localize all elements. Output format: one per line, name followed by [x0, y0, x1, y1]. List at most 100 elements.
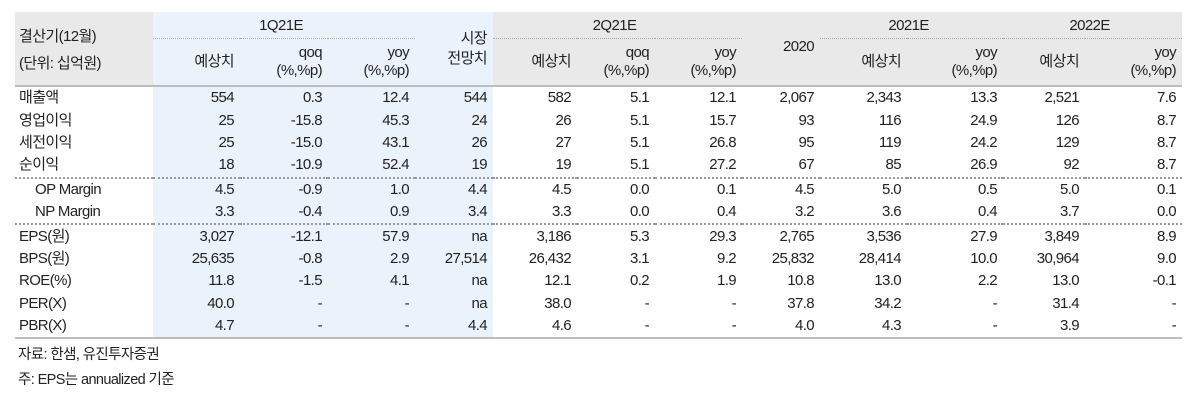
table-row: PER(X) 40.0- - na 38.0- -37.8 34.2-31.4-: [15, 292, 1182, 315]
unit-label: (단위: 십억원): [19, 54, 102, 72]
table-cell: 4.4: [415, 314, 494, 340]
footnotes: 자료: 한샘, 유진투자증권 주: EPS는 annualized 기준: [15, 343, 1182, 393]
table-cell: -15.8: [240, 109, 328, 132]
table-cell: 8.9: [1156, 227, 1177, 245]
subheader-yoy: yoy (%,%p): [328, 38, 416, 87]
table-cell: -: [328, 314, 416, 340]
table-cell: 24.9: [970, 111, 998, 129]
table-cell: 0.4: [655, 200, 743, 226]
subheader-estimate: 예상치: [493, 38, 578, 87]
table-cell: 5.0: [881, 180, 902, 198]
yoy-label: yoy: [387, 44, 410, 61]
subheader-estimate: 예상치: [153, 38, 240, 87]
source-note: 자료: 한샘, 유진투자증권: [18, 347, 160, 364]
row-label: 세전이익: [19, 133, 72, 151]
table-cell: 45.3: [328, 109, 416, 132]
table-cell: 26: [555, 111, 572, 129]
table-cell: 3,849: [1044, 227, 1080, 245]
subheader-qoq: qoq (%,%p): [240, 38, 328, 87]
table-cell: 26.8: [709, 133, 737, 151]
subheader-qoq: qoq (%,%p): [577, 38, 656, 87]
table-cell: 5.1: [577, 154, 656, 179]
yoy-label: (%,%p): [951, 62, 998, 79]
table-cell: 2,343: [866, 89, 902, 107]
table-cell: 0.9: [328, 200, 416, 226]
table-cell: -0.8: [240, 247, 328, 271]
earnings-table-container: 결산기(12월) (단위: 십억원) 1Q21E 시장 전망치 2Q21E 20…: [15, 12, 1183, 393]
subheader-estimate: 예상치: [1003, 38, 1086, 87]
table-cell: -: [577, 314, 656, 340]
table-cell: 3.3: [493, 200, 578, 226]
table-cell: 13.3: [970, 89, 998, 107]
table-cell: na: [415, 270, 494, 293]
header-market-consensus: 시장 전망치: [415, 12, 494, 87]
table-cell: 3.9: [1003, 314, 1086, 340]
table-cell: 1.0: [328, 177, 416, 201]
table-cell: -15.0: [240, 131, 328, 155]
table-cell: 129: [1055, 133, 1080, 151]
table-cell: 25: [153, 131, 240, 155]
table-row: 영업이익 25 -15.8 45.3 24 26 5.1 15.7 93 116 24.9 126 8.…: [15, 109, 1182, 132]
row-label: OP Margin: [35, 180, 102, 198]
table-cell: 28,414: [858, 249, 902, 267]
table-cell: -: [644, 294, 650, 312]
table-cell: 67: [742, 154, 821, 179]
table-cell: 27.2: [655, 154, 743, 179]
table-cell: 13.0: [1052, 272, 1080, 290]
group-2021e: 2021E: [820, 12, 1004, 39]
header-label: 결산기(12월) (단위: 십억원): [15, 12, 153, 87]
table-cell: 27,514: [415, 247, 494, 271]
row-label: 영업이익: [19, 111, 72, 129]
table-cell: 12.1: [709, 89, 737, 107]
table-cell: 4.5: [551, 180, 572, 198]
table-cell: 0.4: [907, 200, 1004, 226]
table-cell: 29.3: [709, 227, 737, 245]
table-cell: 3.6: [820, 200, 908, 226]
table-cell: 5.0: [1059, 180, 1080, 198]
table-cell: 38.0: [544, 294, 572, 312]
row-label: PER(X): [19, 294, 67, 312]
fiscal-period-label: 결산기(12월): [19, 27, 97, 45]
table-cell: 5.3: [629, 227, 650, 245]
table-cell: -: [992, 294, 998, 312]
table-cell: 8.7: [1156, 133, 1177, 151]
table-cell: 18: [153, 154, 240, 179]
table-cell: 19: [415, 154, 494, 179]
table-cell: 9.0: [1156, 249, 1177, 267]
table-cell: 8.7: [1085, 154, 1183, 179]
table-cell: 85: [820, 154, 908, 179]
qoq-label: qoq: [298, 44, 323, 61]
table-cell: 4.3: [820, 314, 908, 340]
yoy-label: (%,%p): [363, 62, 410, 79]
table-row: PBR(X) 4.7- -4.4 4.6- -4.0 4.3-3.9-: [15, 314, 1183, 340]
table-cell: -0.1: [1152, 272, 1177, 290]
table-row: 매출액 554 0.3 12.4 544 582 5.1 12.1 2,067 2,343 13.3…: [15, 86, 1182, 110]
qoq-label: qoq: [625, 44, 650, 61]
table-cell: 27: [555, 133, 572, 151]
table-cell: 3,027: [153, 224, 240, 248]
table-cell: 37.8: [787, 294, 815, 312]
table-cell: 10.8: [787, 272, 815, 290]
table-cell: 2,521: [1044, 89, 1080, 107]
table-cell: 0.0: [1085, 200, 1183, 226]
yoy-label: yoy: [714, 44, 737, 61]
row-label: EPS(원): [19, 227, 70, 245]
row-label: 순이익: [15, 154, 153, 179]
table-cell: 26,432: [528, 249, 572, 267]
table-cell: 5.1: [629, 89, 650, 107]
table-cell: 2,067: [779, 89, 815, 107]
row-label: PBR(X): [15, 314, 153, 340]
table-cell: -: [731, 294, 737, 312]
table-cell: 95: [798, 133, 815, 151]
subheader-estimate: 예상치: [820, 38, 908, 87]
table-cell: -0.4: [240, 200, 328, 226]
row-label: NP Margin: [15, 200, 153, 226]
table-cell: 0.3: [240, 86, 328, 110]
table-cell: na: [415, 224, 494, 248]
table-cell: 3.7: [1003, 200, 1086, 226]
table-cell: -0.9: [240, 177, 328, 201]
table-row: BPS(원) 25,635 -0.8 2.9 27,514 26,432 3.1 9.2 25,…: [15, 247, 1182, 271]
table-cell: -: [1085, 314, 1183, 340]
table-row: 세전이익 25 -15.0 43.1 26 27 5.1 26.8 95 119 24.2 129 8.…: [15, 131, 1182, 155]
table-cell: 0.2: [629, 272, 650, 290]
